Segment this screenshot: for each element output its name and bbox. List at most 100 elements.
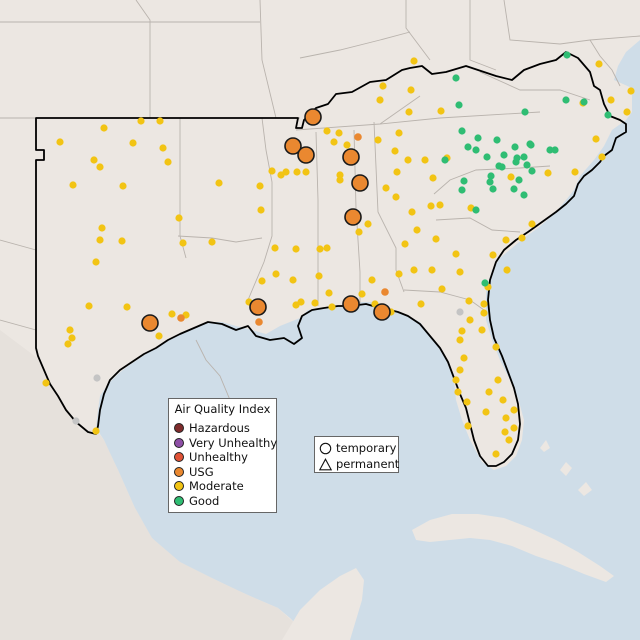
monitor-marker-good[interactable]: [460, 177, 468, 185]
monitor-marker-good[interactable]: [511, 143, 519, 151]
monitor-marker-moderate[interactable]: [456, 336, 464, 344]
monitor-marker-moderate[interactable]: [179, 239, 187, 247]
monitor-marker-moderate[interactable]: [464, 422, 472, 430]
monitor-marker-moderate[interactable]: [335, 129, 343, 137]
monitor-marker-moderate[interactable]: [404, 156, 412, 164]
monitor-marker-moderate[interactable]: [96, 236, 104, 244]
monitor-marker-unknown[interactable]: [93, 374, 101, 382]
monitor-marker-moderate[interactable]: [395, 270, 403, 278]
monitor-marker-good[interactable]: [487, 172, 495, 180]
monitor-marker-moderate[interactable]: [452, 250, 460, 258]
monitor-marker-moderate[interactable]: [69, 181, 77, 189]
monitor-marker-moderate[interactable]: [292, 245, 300, 253]
monitor-marker-good[interactable]: [498, 163, 506, 171]
monitor-marker-moderate[interactable]: [119, 182, 127, 190]
monitor-marker-moderate[interactable]: [302, 168, 310, 176]
monitor-marker-good[interactable]: [500, 151, 508, 159]
monitor-marker-good[interactable]: [512, 158, 520, 166]
monitor-marker-usg-large[interactable]: [297, 146, 315, 164]
monitor-marker-moderate[interactable]: [391, 147, 399, 155]
monitor-marker-good[interactable]: [483, 153, 491, 161]
monitor-marker-good[interactable]: [489, 185, 497, 193]
monitor-marker-good[interactable]: [474, 134, 482, 142]
monitor-marker-moderate[interactable]: [592, 135, 600, 143]
monitor-marker-moderate[interactable]: [123, 303, 131, 311]
monitor-marker-moderate[interactable]: [92, 427, 100, 435]
monitor-marker-moderate[interactable]: [100, 124, 108, 132]
monitor-marker-good[interactable]: [493, 136, 501, 144]
monitor-marker-moderate[interactable]: [208, 238, 216, 246]
monitor-marker-moderate[interactable]: [66, 326, 74, 334]
monitor-marker-moderate[interactable]: [480, 300, 488, 308]
monitor-marker-moderate[interactable]: [364, 220, 372, 228]
monitor-marker-moderate[interactable]: [96, 163, 104, 171]
monitor-marker-moderate[interactable]: [460, 354, 468, 362]
monitor-marker-moderate[interactable]: [374, 136, 382, 144]
monitor-marker-moderate[interactable]: [507, 173, 515, 181]
monitor-marker-good[interactable]: [521, 108, 529, 116]
monitor-marker-moderate[interactable]: [492, 450, 500, 458]
monitor-marker-moderate[interactable]: [429, 174, 437, 182]
monitor-marker-moderate[interactable]: [376, 96, 384, 104]
monitor-marker-moderate[interactable]: [401, 240, 409, 248]
monitor-marker-moderate[interactable]: [289, 276, 297, 284]
monitor-marker-moderate[interactable]: [92, 258, 100, 266]
monitor-marker-moderate[interactable]: [454, 388, 462, 396]
monitor-marker-moderate[interactable]: [410, 57, 418, 65]
monitor-marker-moderate[interactable]: [410, 266, 418, 274]
monitor-marker-moderate[interactable]: [56, 138, 64, 146]
monitor-marker-good[interactable]: [523, 161, 531, 169]
monitor-marker-moderate[interactable]: [168, 310, 176, 318]
monitor-marker-good[interactable]: [520, 191, 528, 199]
monitor-marker-moderate[interactable]: [64, 340, 72, 348]
monitor-marker-moderate[interactable]: [215, 179, 223, 187]
monitor-marker-moderate[interactable]: [258, 277, 266, 285]
monitor-marker-good[interactable]: [562, 96, 570, 104]
monitor-marker-moderate[interactable]: [271, 244, 279, 252]
monitor-marker-moderate[interactable]: [355, 228, 363, 236]
monitor-marker-moderate[interactable]: [395, 129, 403, 137]
monitor-marker-moderate[interactable]: [98, 224, 106, 232]
monitor-marker-moderate[interactable]: [379, 82, 387, 90]
monitor-marker-moderate[interactable]: [315, 272, 323, 280]
monitor-marker-moderate[interactable]: [407, 86, 415, 94]
monitor-marker-unknown[interactable]: [456, 308, 464, 316]
monitor-marker-moderate[interactable]: [528, 220, 536, 228]
monitor-marker-moderate[interactable]: [413, 226, 421, 234]
monitor-marker-moderate[interactable]: [316, 245, 324, 253]
monitor-marker-usg-large[interactable]: [342, 148, 360, 166]
monitor-marker-moderate[interactable]: [436, 201, 444, 209]
monitor-marker-moderate[interactable]: [623, 108, 631, 116]
monitor-marker-moderate[interactable]: [503, 266, 511, 274]
monitor-marker-moderate[interactable]: [129, 139, 137, 147]
monitor-marker-moderate[interactable]: [452, 376, 460, 384]
monitor-marker-moderate[interactable]: [323, 244, 331, 252]
monitor-marker-good[interactable]: [563, 51, 571, 59]
monitor-marker-moderate[interactable]: [256, 182, 264, 190]
monitor-marker-moderate[interactable]: [456, 268, 464, 276]
monitor-marker-moderate[interactable]: [268, 167, 276, 175]
monitor-marker-moderate[interactable]: [432, 235, 440, 243]
monitor-marker-moderate[interactable]: [42, 379, 50, 387]
monitor-marker-moderate[interactable]: [137, 117, 145, 125]
monitor-marker-moderate[interactable]: [421, 156, 429, 164]
monitor-marker-good[interactable]: [458, 127, 466, 135]
monitor-marker-moderate[interactable]: [156, 117, 164, 125]
monitor-marker-good[interactable]: [455, 101, 463, 109]
monitor-marker-moderate[interactable]: [510, 424, 518, 432]
monitor-marker-usg-large[interactable]: [284, 137, 302, 155]
monitor-marker-good[interactable]: [604, 111, 612, 119]
monitor-marker-moderate[interactable]: [482, 408, 490, 416]
monitor-marker-good[interactable]: [546, 146, 554, 154]
monitor-marker-moderate[interactable]: [571, 168, 579, 176]
monitor-marker-moderate[interactable]: [330, 138, 338, 146]
monitor-marker-moderate[interactable]: [408, 208, 416, 216]
monitor-marker-moderate[interactable]: [358, 290, 366, 298]
monitor-marker-moderate[interactable]: [502, 414, 510, 422]
monitor-marker-moderate[interactable]: [272, 270, 280, 278]
monitor-marker-usg[interactable]: [381, 288, 389, 296]
monitor-marker-moderate[interactable]: [627, 87, 635, 95]
monitor-marker-usg-large[interactable]: [249, 298, 267, 316]
monitor-marker-moderate[interactable]: [478, 326, 486, 334]
